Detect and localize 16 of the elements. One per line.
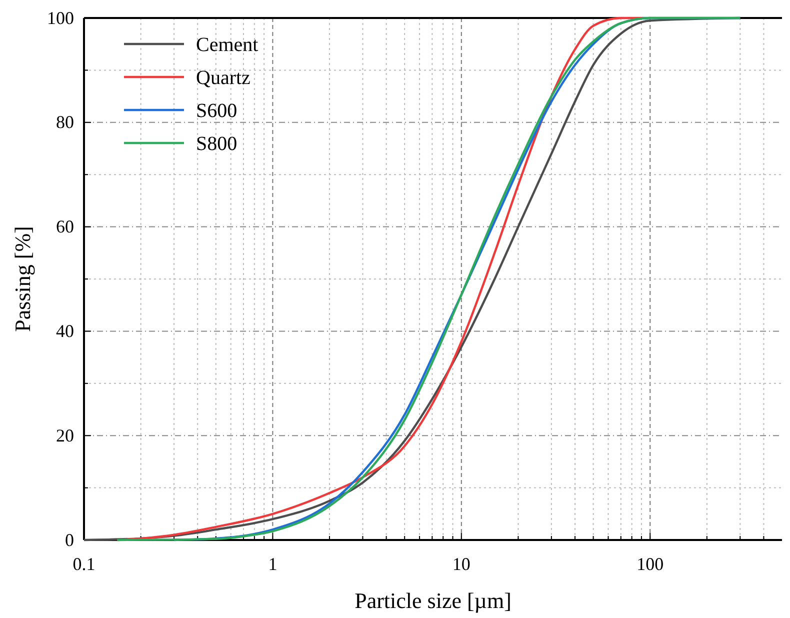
y-tick-label: 20 (56, 425, 74, 446)
y-tick-label: 60 (56, 216, 74, 237)
x-tick-label: 10 (452, 554, 470, 574)
legend-label: Quartz (196, 67, 251, 89)
y-tick-label: 80 (56, 112, 74, 132)
y-tick-label: 0 (65, 530, 74, 550)
x-tick-label: 0.1 (72, 554, 96, 574)
x-tick-label: 1 (268, 554, 278, 574)
y-tick-label: 100 (47, 8, 74, 28)
x-axis-title: Particle size [µm] (354, 588, 512, 613)
y-tick-label: 40 (56, 320, 74, 341)
y-axis-title: Passing [%] (10, 226, 35, 332)
legend-label: Cement (196, 34, 259, 56)
x-tick-label: 100 (636, 554, 664, 574)
legend-label: S600 (196, 100, 238, 122)
legend-label: S800 (196, 133, 238, 155)
